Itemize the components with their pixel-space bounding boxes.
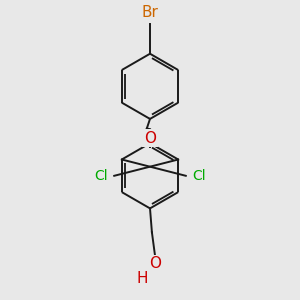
Text: Br: Br [142,5,158,20]
Text: O: O [144,130,156,146]
Text: O: O [149,256,161,272]
Text: H: H [136,271,148,286]
Text: Cl: Cl [94,169,108,183]
Text: Cl: Cl [192,169,206,183]
